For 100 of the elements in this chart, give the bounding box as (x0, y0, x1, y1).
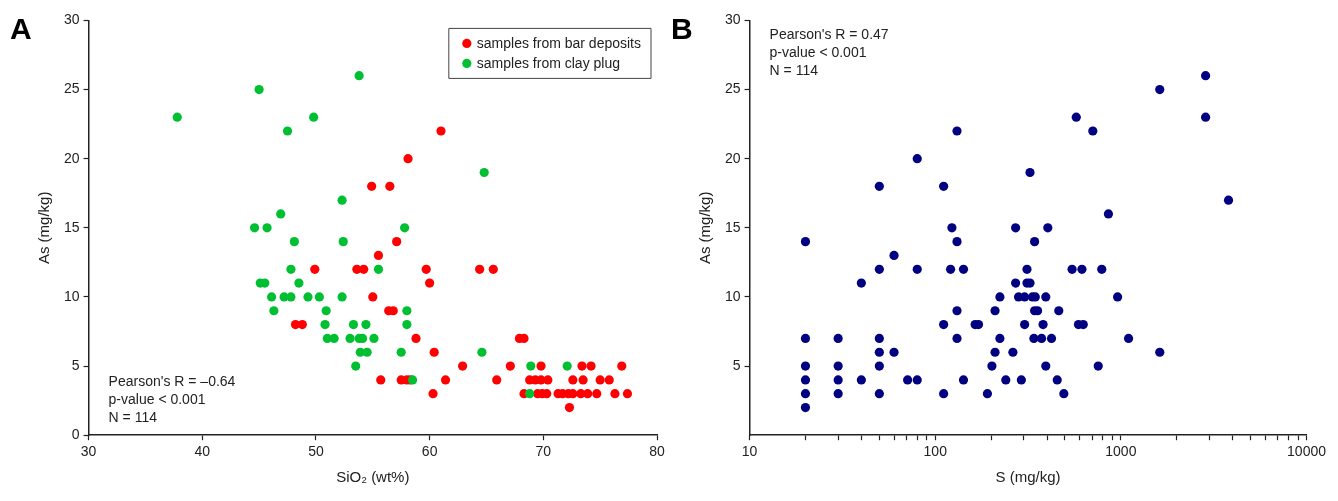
point (436, 126, 446, 136)
point (329, 333, 339, 344)
x-axis-title: SiO₂ (wt%) (336, 468, 410, 486)
x-tick-label: 1000 (1105, 443, 1137, 460)
annotation: p-value < 0.001 (108, 391, 206, 408)
point (338, 237, 348, 247)
point (276, 209, 286, 219)
point (314, 292, 324, 302)
y-tick-label: 5 (71, 356, 80, 373)
point (320, 319, 330, 330)
point (310, 264, 320, 274)
point (321, 306, 331, 316)
annotation: N = 114 (769, 62, 819, 79)
x-tick-label: 10 (741, 443, 758, 460)
point (294, 278, 304, 288)
annotation: p-value < 0.001 (769, 44, 867, 61)
point (543, 375, 553, 385)
y-tick-label: 15 (724, 218, 741, 235)
x-tick-label: 100 (923, 443, 948, 460)
point (303, 292, 313, 302)
point (402, 319, 412, 330)
chart-title: B (671, 12, 693, 46)
x-tick-label: 10000 (1287, 443, 1327, 460)
point (359, 264, 369, 274)
point (402, 306, 412, 316)
point (505, 361, 515, 371)
point (564, 402, 575, 413)
y-tick-label: 25 (63, 80, 80, 97)
point (367, 181, 377, 191)
point (411, 333, 421, 344)
point (578, 375, 588, 385)
point (286, 292, 296, 302)
point (492, 375, 502, 385)
x-axis-title: S (mg/kg) (995, 468, 1061, 486)
point (282, 126, 293, 136)
x-tick-label: 70 (535, 443, 552, 460)
chart-title: A (10, 12, 32, 46)
point (345, 333, 355, 344)
point (568, 375, 578, 385)
point (429, 347, 439, 357)
annotation: Pearson's R = 0.47 (769, 26, 889, 43)
y-tick-label: 10 (63, 287, 80, 304)
point (286, 264, 296, 274)
point (488, 264, 498, 274)
point (562, 361, 572, 371)
point (403, 154, 413, 164)
point (526, 361, 536, 371)
point (421, 264, 431, 274)
point (400, 223, 410, 233)
point (428, 389, 438, 399)
point (604, 375, 614, 385)
point (351, 361, 361, 371)
point (577, 361, 587, 371)
point (172, 112, 182, 122)
x-tick-label: 40 (194, 443, 211, 460)
point (289, 237, 299, 247)
point (337, 292, 347, 302)
point (477, 347, 487, 357)
y-tick-label: 30 (724, 11, 741, 28)
point (369, 333, 379, 344)
point (254, 84, 264, 95)
x-tick-label: 50 (308, 443, 324, 460)
point (361, 319, 371, 330)
point (583, 389, 593, 399)
point (337, 195, 347, 205)
point (595, 375, 605, 385)
point (262, 223, 272, 233)
legend-label: samples from clay plug (476, 55, 620, 72)
point (592, 389, 602, 399)
point (309, 112, 319, 122)
point (392, 237, 402, 247)
point (267, 292, 277, 302)
point (586, 361, 596, 371)
point (525, 389, 535, 399)
y-axis-title: As (mg/kg) (696, 191, 714, 265)
y-tick-label: 30 (63, 11, 80, 28)
y-tick-label: 15 (63, 218, 80, 235)
y-tick-label: 10 (724, 287, 741, 304)
point (475, 264, 485, 274)
point (348, 319, 359, 330)
point (354, 71, 364, 81)
point (617, 361, 627, 371)
point (373, 264, 384, 274)
y-tick-label: 25 (724, 80, 741, 97)
y-tick-label: 5 (732, 356, 741, 373)
x-tick-label: 60 (421, 443, 438, 460)
legend-label: samples from bar deposits (476, 35, 642, 52)
point (362, 347, 372, 357)
y-axis-title: As (mg/kg) (35, 191, 53, 265)
point (373, 250, 384, 261)
x-tick-label: 80 (649, 443, 665, 460)
point (249, 223, 260, 233)
point (440, 375, 451, 385)
point (622, 389, 633, 399)
point (396, 347, 406, 357)
y-tick-label: 20 (724, 149, 741, 166)
point (368, 292, 378, 302)
point (479, 167, 489, 178)
point (458, 361, 468, 371)
y-tick-label: 0 (71, 426, 80, 443)
